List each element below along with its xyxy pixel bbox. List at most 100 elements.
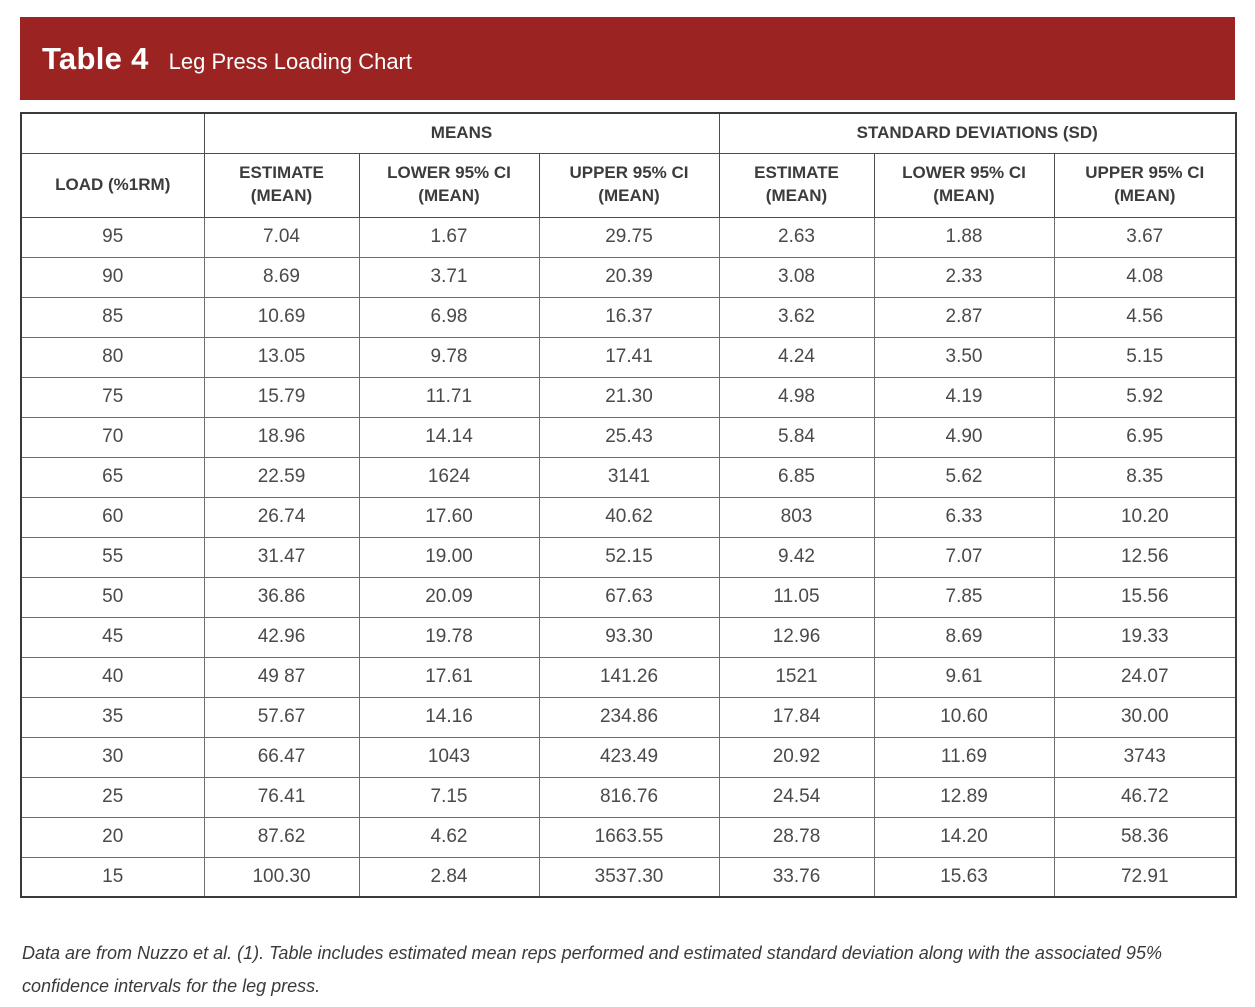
load-cell: 60 bbox=[20, 496, 205, 538]
value-cell: 15.56 bbox=[1053, 576, 1237, 618]
load-cell: 45 bbox=[20, 616, 205, 658]
value-cell: 7.85 bbox=[873, 576, 1055, 618]
value-cell: 4.56 bbox=[1053, 296, 1237, 338]
value-cell: 22.59 bbox=[203, 456, 360, 498]
value-cell: 141.26 bbox=[538, 656, 720, 698]
value-cell: 1521 bbox=[718, 656, 875, 698]
load-cell: 90 bbox=[20, 256, 205, 298]
value-cell: 1663.55 bbox=[538, 816, 720, 858]
value-cell: 3.08 bbox=[718, 256, 875, 298]
value-cell: 49 87 bbox=[203, 656, 360, 698]
column-header: LOWER 95% CI (MEAN) bbox=[358, 152, 540, 218]
table-row: 50 36.86 20.09 67.63 11.05 7.85 15.56 bbox=[20, 576, 1237, 618]
value-cell: 100.30 bbox=[203, 856, 360, 898]
load-cell: 30 bbox=[20, 736, 205, 778]
value-cell: 20.39 bbox=[538, 256, 720, 298]
table-row: 65 22.59 1624 3141 6.85 5.62 8.35 bbox=[20, 456, 1237, 498]
value-cell: 20.09 bbox=[358, 576, 540, 618]
value-cell: 234.86 bbox=[538, 696, 720, 738]
load-cell: 80 bbox=[20, 336, 205, 378]
value-cell: 14.14 bbox=[358, 416, 540, 458]
table-row: 30 66.47 1043 423.49 20.92 11.69 3743 bbox=[20, 736, 1237, 778]
table-row: 15 100.30 2.84 3537.30 33.76 15.63 72.91 bbox=[20, 856, 1237, 898]
value-cell: 4.19 bbox=[873, 376, 1055, 418]
group-header-standard-deviations: STANDARD DEVIATIONS (SD) bbox=[718, 112, 1237, 154]
value-cell: 6.95 bbox=[1053, 416, 1237, 458]
table-row: 20 87.62 4.62 1663.55 28.78 14.20 58.36 bbox=[20, 816, 1237, 858]
value-cell: 6.98 bbox=[358, 296, 540, 338]
value-cell: 42.96 bbox=[203, 616, 360, 658]
value-cell: 6.33 bbox=[873, 496, 1055, 538]
load-cell: 40 bbox=[20, 656, 205, 698]
value-cell: 16.37 bbox=[538, 296, 720, 338]
value-cell: 11.05 bbox=[718, 576, 875, 618]
value-cell: 5.84 bbox=[718, 416, 875, 458]
load-cell: 55 bbox=[20, 536, 205, 578]
value-cell: 4.90 bbox=[873, 416, 1055, 458]
value-cell: 1624 bbox=[358, 456, 540, 498]
value-cell: 7.04 bbox=[203, 216, 360, 258]
value-cell: 67.63 bbox=[538, 576, 720, 618]
column-header: UPPER 95% CI (MEAN) bbox=[1053, 152, 1237, 218]
value-cell: 24.07 bbox=[1053, 656, 1237, 698]
value-cell: 19.00 bbox=[358, 536, 540, 578]
value-cell: 4.98 bbox=[718, 376, 875, 418]
table-row: 55 31.47 19.00 52.15 9.42 7.07 12.56 bbox=[20, 536, 1237, 578]
group-header-row: MEANS STANDARD DEVIATIONS (SD) bbox=[20, 112, 1237, 154]
column-header: LOWER 95% CI (MEAN) bbox=[873, 152, 1055, 218]
column-header: ESTIMATE (MEAN) bbox=[718, 152, 875, 218]
value-cell: 9.61 bbox=[873, 656, 1055, 698]
table-body: 95 7.04 1.67 29.75 2.63 1.88 3.67 90 8.69 3.71 20.… bbox=[20, 216, 1237, 898]
value-cell: 28.78 bbox=[718, 816, 875, 858]
value-cell: 17.84 bbox=[718, 696, 875, 738]
value-cell: 11.71 bbox=[358, 376, 540, 418]
value-cell: 12.56 bbox=[1053, 536, 1237, 578]
value-cell: 26.74 bbox=[203, 496, 360, 538]
value-cell: 8.35 bbox=[1053, 456, 1237, 498]
value-cell: 30.00 bbox=[1053, 696, 1237, 738]
value-cell: 17.61 bbox=[358, 656, 540, 698]
value-cell: 5.15 bbox=[1053, 336, 1237, 378]
value-cell: 31.47 bbox=[203, 536, 360, 578]
table-row: 75 15.79 11.71 21.30 4.98 4.19 5.92 bbox=[20, 376, 1237, 418]
value-cell: 8.69 bbox=[873, 616, 1055, 658]
table-row: 35 57.67 14.16 234.86 17.84 10.60 30.00 bbox=[20, 696, 1237, 738]
value-cell: 33.76 bbox=[718, 856, 875, 898]
value-cell: 58.36 bbox=[1053, 816, 1237, 858]
value-cell: 6.85 bbox=[718, 456, 875, 498]
load-cell: 50 bbox=[20, 576, 205, 618]
column-header: UPPER 95% CI (MEAN) bbox=[538, 152, 720, 218]
value-cell: 1043 bbox=[358, 736, 540, 778]
value-cell: 1.88 bbox=[873, 216, 1055, 258]
value-cell: 7.15 bbox=[358, 776, 540, 818]
value-cell: 12.96 bbox=[718, 616, 875, 658]
load-cell: 35 bbox=[20, 696, 205, 738]
table-row: 45 42.96 19.78 93.30 12.96 8.69 19.33 bbox=[20, 616, 1237, 658]
value-cell: 72.91 bbox=[1053, 856, 1237, 898]
value-cell: 57.67 bbox=[203, 696, 360, 738]
value-cell: 93.30 bbox=[538, 616, 720, 658]
value-cell: 5.92 bbox=[1053, 376, 1237, 418]
value-cell: 10.60 bbox=[873, 696, 1055, 738]
value-cell: 10.20 bbox=[1053, 496, 1237, 538]
value-cell: 11.69 bbox=[873, 736, 1055, 778]
corner-cell bbox=[20, 112, 205, 154]
value-cell: 2.87 bbox=[873, 296, 1055, 338]
table-header: MEANS STANDARD DEVIATIONS (SD) LOAD (%1R… bbox=[20, 112, 1237, 218]
table-number: Table 4 bbox=[42, 40, 149, 76]
value-cell: 17.60 bbox=[358, 496, 540, 538]
value-cell: 20.92 bbox=[718, 736, 875, 778]
table-row: 40 49 87 17.61 141.26 1521 9.61 24.07 bbox=[20, 656, 1237, 698]
group-header-means: MEANS bbox=[203, 112, 720, 154]
value-cell: 816.76 bbox=[538, 776, 720, 818]
value-cell: 4.08 bbox=[1053, 256, 1237, 298]
value-cell: 10.69 bbox=[203, 296, 360, 338]
value-cell: 21.30 bbox=[538, 376, 720, 418]
leg-press-loading-table: MEANS STANDARD DEVIATIONS (SD) LOAD (%1R… bbox=[20, 112, 1238, 898]
value-cell: 13.05 bbox=[203, 336, 360, 378]
value-cell: 3743 bbox=[1053, 736, 1237, 778]
value-cell: 14.16 bbox=[358, 696, 540, 738]
column-header: ESTIMATE (MEAN) bbox=[203, 152, 360, 218]
value-cell: 8.69 bbox=[203, 256, 360, 298]
